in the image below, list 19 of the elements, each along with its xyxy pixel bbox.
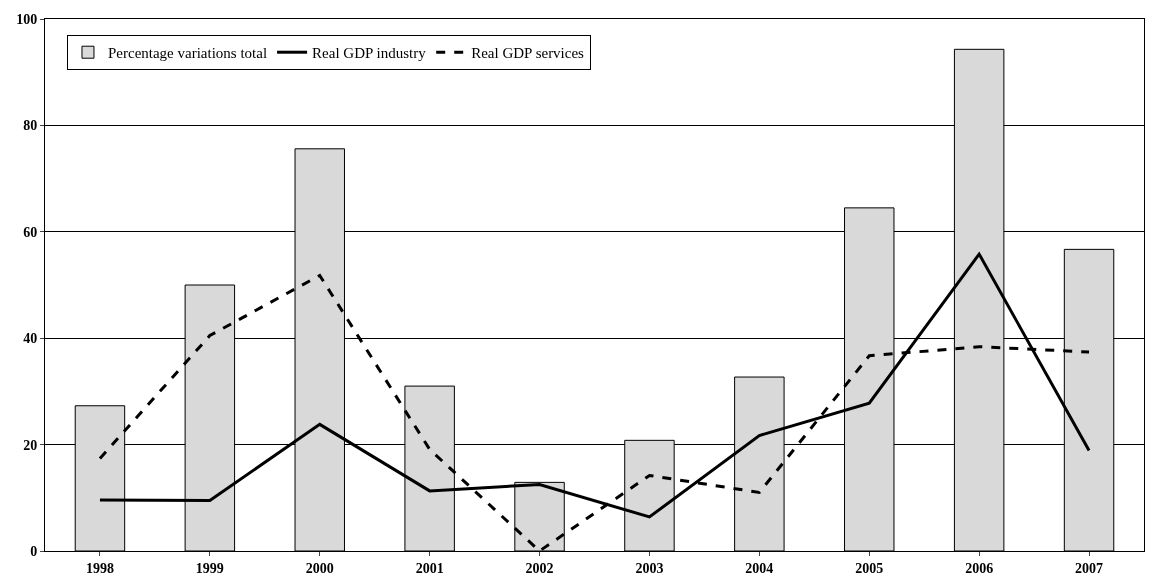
x-tick-label: 2004 <box>745 560 774 576</box>
x-tick-label: 2005 <box>855 560 884 576</box>
x-tick-label: 2007 <box>1075 560 1104 576</box>
y-tick-label: 100 <box>16 11 38 27</box>
legend-label: Percentage variations total <box>107 45 268 62</box>
y-tick-label: 0 <box>30 543 38 559</box>
legend-label: Real GDP industry <box>312 45 427 62</box>
y-tick-label: 40 <box>23 331 38 347</box>
x-tick-label: 2003 <box>635 560 664 576</box>
x-tick-label: 2001 <box>415 560 444 576</box>
x-tick-label: 2006 <box>965 560 994 576</box>
legend-label: Real GDP services <box>471 45 585 62</box>
x-tick-label: 1998 <box>85 560 114 576</box>
y-tick-label: 60 <box>23 224 38 240</box>
y-tick-label: 80 <box>23 118 38 134</box>
x-tick-label: 1999 <box>195 560 224 576</box>
x-tick-label: 2002 <box>525 560 554 576</box>
y-tick-label: 20 <box>23 437 38 453</box>
x-tick-label: 2000 <box>305 560 334 576</box>
